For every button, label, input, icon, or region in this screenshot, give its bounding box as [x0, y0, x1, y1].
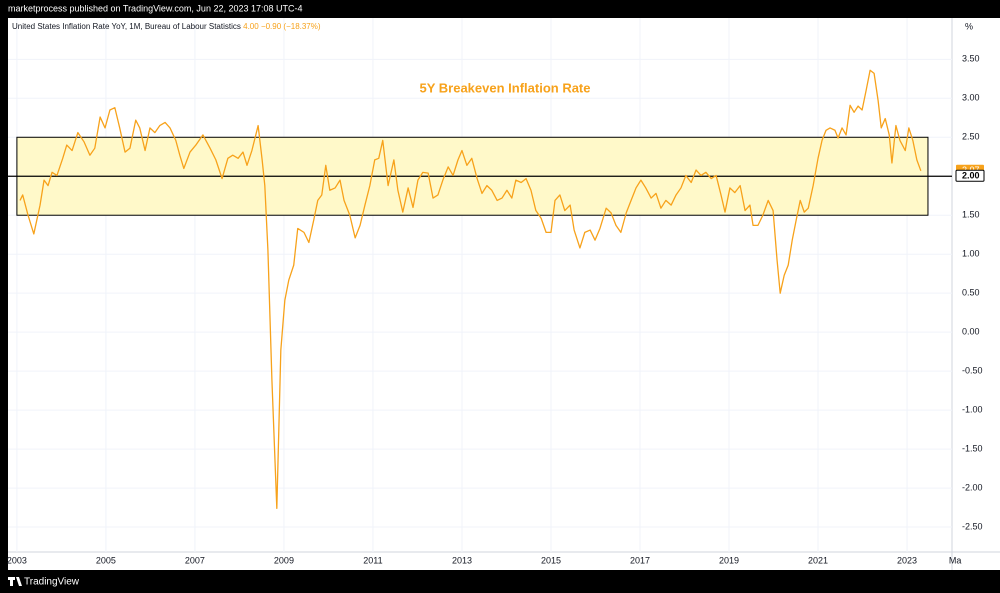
y-tick-label: 3.50 [962, 54, 980, 64]
plot [8, 69, 952, 509]
y-tick-label: 0.00 [962, 327, 980, 337]
legend: United States Inflation Rate YoY, 1M, Bu… [12, 22, 321, 31]
logo-mark [8, 577, 22, 586]
x-tick-label: 2011 [363, 555, 382, 565]
y-tick-label: -1.50 [962, 443, 983, 453]
footer-logo: TradingView [8, 577, 80, 588]
y-tick-label: 1.50 [962, 210, 980, 220]
labels: 3.50 3.00 2.50 1.50 1.00 0.50 0.00 -0.50 -1.00 -1… [7, 21, 985, 565]
x-tick-label: 2003 [7, 555, 27, 565]
y-tick-label: 1.00 [962, 249, 980, 259]
y-tick-label: -2.50 [962, 521, 983, 531]
x-tick-label: 2009 [274, 555, 294, 565]
legend-change: −0.90 (−18.37%) [261, 22, 321, 31]
y-tick-label: -2.00 [962, 482, 983, 492]
y-tick-label: 2.50 [962, 132, 980, 142]
x-tick-label: 2015 [541, 555, 561, 565]
hline-label-box [955, 169, 985, 182]
x-tick-label: 2007 [185, 555, 205, 565]
x-tick-label: 2005 [96, 555, 116, 565]
y-unit-label: % [965, 21, 973, 31]
y-tick-label: -0.50 [962, 366, 983, 376]
x-tick-label: 2023 [897, 555, 917, 565]
y-tick-label: 3.00 [962, 93, 980, 103]
publisher-header: marketprocess published on TradingView.c… [8, 3, 303, 13]
hline-label: 2.00 [962, 171, 980, 181]
x-tick-label: 2019 [719, 555, 739, 565]
chart-pane [8, 18, 1000, 570]
x-tick-label: 2013 [452, 555, 472, 565]
y-tick-label: -1.00 [962, 404, 983, 414]
legend-value: 4.00 [243, 22, 259, 31]
footer-text: TradingView [24, 577, 80, 588]
x-tick-label: Ma [949, 555, 962, 565]
legend-series-name: United States Inflation Rate YoY, 1M, Bu… [12, 22, 241, 31]
y-tick-label: 0.50 [962, 288, 980, 298]
x-tick-label: 2017 [630, 555, 650, 565]
annotation: 5Y Breakeven Inflation Rate [420, 80, 591, 95]
x-tick-label: 2021 [808, 555, 828, 565]
series-line [19, 69, 922, 509]
